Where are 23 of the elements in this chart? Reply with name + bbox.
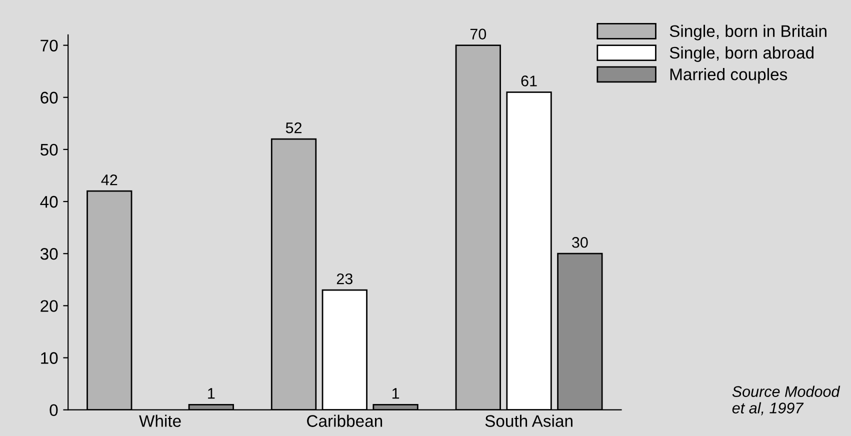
data-label: 52 <box>286 122 302 134</box>
y-tick-label: 20 <box>40 300 58 312</box>
legend-label: Married couples <box>670 68 788 84</box>
data-label: 70 <box>470 28 486 40</box>
source-note: Source Modood et al, 1997 <box>732 386 840 416</box>
x-tick-label: South Asian <box>485 414 572 427</box>
data-label: 61 <box>521 76 537 86</box>
y-tick-label: 50 <box>40 144 58 156</box>
legend-label: Single, born in Britain <box>670 24 826 40</box>
legend-label: Single, born abroad <box>670 46 814 62</box>
data-label: 23 <box>336 273 352 284</box>
y-tick-label: 40 <box>40 196 58 208</box>
y-tick-label: 30 <box>40 248 58 260</box>
y-tick-label: 0 <box>50 404 58 416</box>
y-tick-label: 60 <box>40 92 58 104</box>
y-tick-label: 70 <box>40 40 58 52</box>
data-label: 30 <box>572 236 588 248</box>
data-label: 1 <box>208 388 215 399</box>
data-label: 42 <box>101 174 118 186</box>
data-label: 1 <box>392 388 400 399</box>
x-tick-label: Caribbean <box>307 414 382 427</box>
x-tick-label: White <box>139 414 181 427</box>
y-tick-label: 10 <box>41 352 58 364</box>
